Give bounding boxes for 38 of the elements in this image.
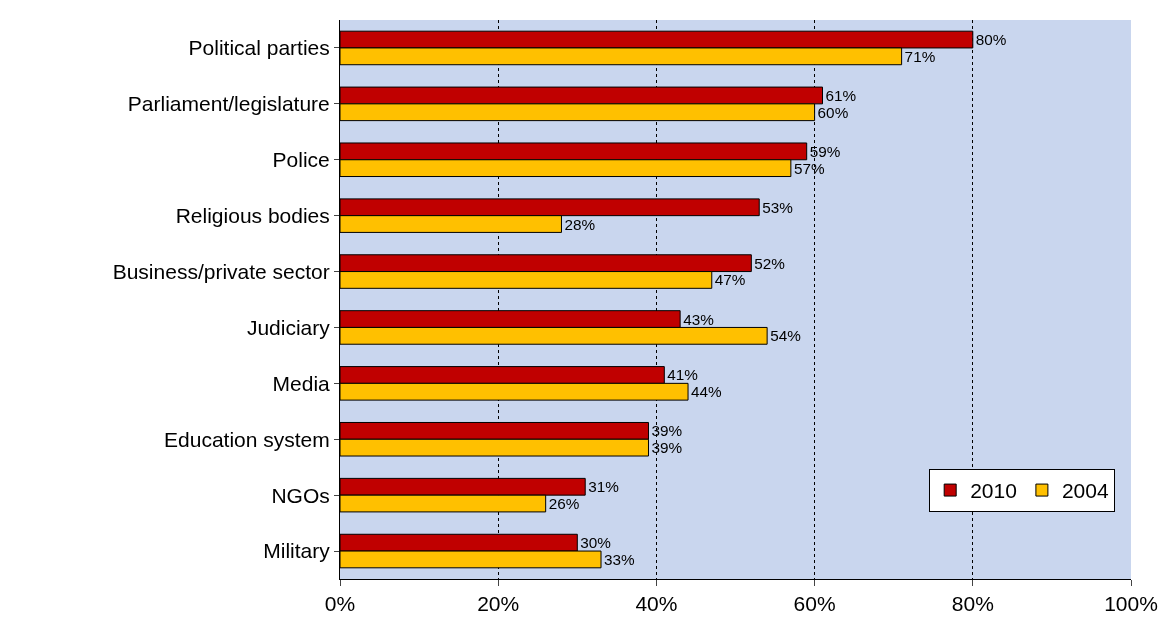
legend-label: 2004: [1061, 479, 1109, 503]
x-tick-label: 80%: [951, 592, 994, 616]
y-tick-label: Police: [272, 148, 330, 172]
y-tick-label: Media: [272, 371, 331, 395]
x-tick-label: 100%: [1104, 592, 1158, 616]
legend-label: 2010: [970, 479, 1017, 503]
data-label: 26%: [548, 495, 580, 512]
data-label: 39%: [651, 422, 683, 440]
data-label: 47%: [714, 271, 746, 289]
data-label: 33%: [604, 550, 636, 568]
x-tick-label: 40%: [635, 592, 678, 616]
y-tick-label: Education system: [164, 427, 330, 451]
data-label: 54%: [770, 327, 802, 345]
y-tick-label: Military: [263, 539, 331, 563]
data-label: 60%: [817, 103, 849, 121]
data-label: 28%: [564, 215, 596, 233]
data-label: 57%: [793, 159, 825, 177]
data-label: 61%: [825, 86, 857, 104]
x-tick-label: 60%: [793, 592, 836, 616]
y-tick-label: Judiciary: [246, 315, 331, 339]
data-label: 43%: [683, 310, 715, 328]
data-label: 80%: [975, 31, 1007, 49]
y-tick-label: Religious bodies: [175, 204, 330, 227]
y-tick-label: Political parties: [188, 36, 330, 60]
y-tick-label: NGOs: [271, 483, 330, 507]
data-label: 59%: [809, 142, 841, 160]
data-label: 30%: [580, 534, 612, 552]
data-label: 41%: [667, 366, 699, 384]
data-label: 71%: [904, 47, 936, 65]
x-tick-label: 20%: [477, 592, 520, 616]
data-label: 31%: [588, 478, 620, 496]
data-label: 53%: [762, 198, 794, 216]
x-tick-label: 0%: [324, 592, 356, 616]
data-label: 44%: [691, 383, 723, 401]
y-tick-label: Business/private sector: [112, 259, 330, 283]
y-tick-label: Parliament/legislature: [127, 92, 330, 116]
data-label: 39%: [651, 439, 683, 457]
data-label: 52%: [754, 254, 786, 272]
